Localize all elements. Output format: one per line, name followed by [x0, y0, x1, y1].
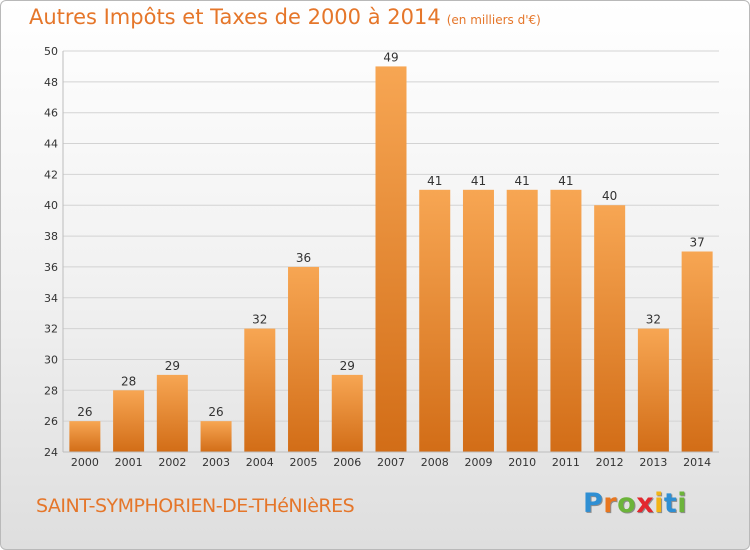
logo-letter: r — [603, 488, 618, 519]
y-tick-label: 46 — [44, 107, 58, 120]
y-tick-label: 50 — [44, 45, 58, 58]
y-tick-label: 26 — [44, 415, 58, 428]
data-label: 37 — [689, 236, 704, 250]
logo-letter: x — [636, 488, 655, 519]
x-tick-label: 2010 — [508, 456, 536, 469]
y-tick-label: 44 — [44, 138, 58, 151]
data-label: 26 — [77, 405, 92, 419]
logo-letter: P — [583, 488, 604, 519]
data-label: 41 — [427, 174, 442, 188]
y-tick-label: 42 — [44, 168, 58, 181]
x-tick-label: 2011 — [552, 456, 580, 469]
bar-2013 — [637, 328, 669, 452]
x-tick-label: 2006 — [333, 456, 361, 469]
x-tick-label: 2003 — [202, 456, 230, 469]
x-axis: 2000 2001 2002 2003 2004 2005 2006 2007 2008 2009… — [63, 451, 719, 469]
y-tick-label: 48 — [44, 76, 58, 89]
data-label: 32 — [252, 313, 267, 327]
bar-2007 — [375, 66, 407, 452]
bar-2009 — [462, 189, 494, 453]
x-tick-label: 2007 — [377, 456, 405, 469]
x-tick-label: 2009 — [464, 456, 492, 469]
data-label: 26 — [208, 405, 223, 419]
x-tick-label: 2012 — [596, 456, 624, 469]
y-tick-label: 38 — [44, 230, 58, 243]
y-tick-label: 28 — [44, 384, 58, 397]
chart-title: Autres Impôts et Taxes de 2000 à 2014 (en… — [29, 5, 541, 29]
bar-2001 — [113, 390, 145, 452]
data-label: 32 — [646, 313, 661, 327]
x-tick-label: 2002 — [158, 456, 186, 469]
commune-name: SAINT-SYMPHORIEN-DE-THéNIèRES — [36, 495, 355, 517]
bar-2012 — [594, 205, 626, 452]
x-tick-label: 2014 — [683, 456, 711, 469]
bar-2005 — [288, 266, 320, 452]
bar-2008 — [419, 189, 451, 453]
y-axis: 24 26 28 30 32 34 36 38 40 42 44 46 48 50 — [44, 45, 64, 459]
data-label: 29 — [340, 359, 355, 373]
data-label: 36 — [296, 251, 311, 265]
chart-title-text: Autres Impôts et Taxes de 2000 à 2014 — [29, 5, 441, 29]
logo-letter: i — [654, 488, 664, 519]
bar-2011 — [550, 189, 582, 453]
y-tick-label: 40 — [44, 199, 58, 212]
bar-2003 — [200, 421, 232, 452]
y-tick-label: 36 — [44, 261, 58, 274]
x-tick-label: 2004 — [246, 456, 274, 469]
bar-2002 — [156, 374, 188, 452]
y-tick-label: 34 — [44, 292, 58, 305]
logo-letter: t — [663, 488, 678, 519]
chart-subtitle: (en milliers d'€) — [446, 13, 541, 27]
data-label: 40 — [602, 189, 617, 203]
x-tick-label: 2008 — [421, 456, 449, 469]
data-label: 41 — [558, 174, 573, 188]
data-labels: 26 28 29 26 32 36 29 49 41 41 41 41 40 32 37 — [77, 50, 705, 419]
y-tick-label: 32 — [44, 323, 58, 336]
bar-2000 — [69, 421, 101, 452]
data-label: 28 — [121, 374, 136, 388]
logo-letter: o — [617, 488, 637, 519]
bar-2004 — [244, 328, 276, 452]
x-tick-label: 2013 — [639, 456, 667, 469]
proxiti-logo: Proxiti — [583, 488, 687, 519]
bars — [69, 66, 713, 453]
logo-letter: i — [677, 488, 688, 519]
bar-2006 — [331, 374, 363, 452]
data-label: 49 — [383, 50, 398, 64]
bar-2014 — [681, 251, 713, 452]
bar-2010 — [506, 189, 538, 453]
y-tick-label: 30 — [44, 353, 58, 366]
data-label: 29 — [165, 359, 180, 373]
x-tick-label: 2000 — [71, 456, 99, 469]
y-tick-label: 24 — [44, 446, 58, 459]
x-tick-label: 2001 — [115, 456, 143, 469]
x-tick-label: 2005 — [290, 456, 318, 469]
data-label: 41 — [515, 174, 530, 188]
data-label: 41 — [471, 174, 486, 188]
